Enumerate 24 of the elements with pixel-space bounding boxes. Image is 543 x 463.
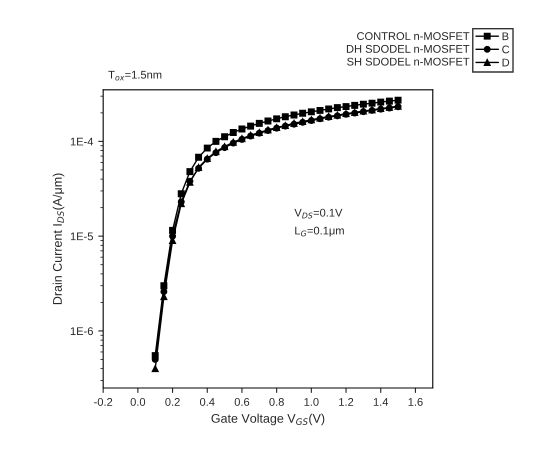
x-tick-label: 1.6 [408, 398, 423, 406]
x-tick-label: 0.0 [130, 398, 146, 406]
text: CONTROL n-MOSFET [357, 32, 470, 40]
x-tick-label: -0.2 [94, 398, 112, 406]
text: SH SDODEL n-MOSFET [347, 58, 470, 66]
x-tick-label: 0.2 [165, 398, 180, 406]
legend-label: D [502, 58, 510, 66]
x-tick-label: 0.6 [234, 398, 250, 406]
annotation: V$_{DS}$=0.1V [294, 208, 342, 218]
text: DH SDODEL n-MOSFET [346, 44, 470, 53]
text: T$_{ox}$=1.5nm [108, 70, 162, 80]
y-tick-label: 1E-5 [70, 232, 93, 240]
x-tick-label: 1.4 [374, 398, 388, 406]
x-tick-label: 0.4 [200, 398, 215, 406]
x-tick-label: 0.8 [269, 398, 284, 406]
annotation: L$_{G}$=0.1μm [295, 226, 344, 237]
x-tick-label: 1.0 [304, 398, 319, 406]
legend-label: C [502, 45, 510, 54]
legend-label: B [502, 32, 508, 40]
x-axis-title: Gate Voltage V$_{GS}$(V) [211, 414, 324, 426]
x-tick-label: 1.2 [339, 398, 354, 406]
y-axis-title: Drain Current I$_{DS}$(A/μm) [52, 173, 64, 304]
y-tick-label: 1E-6 [70, 327, 93, 336]
y-tick-label: 1E-4 [70, 138, 94, 146]
